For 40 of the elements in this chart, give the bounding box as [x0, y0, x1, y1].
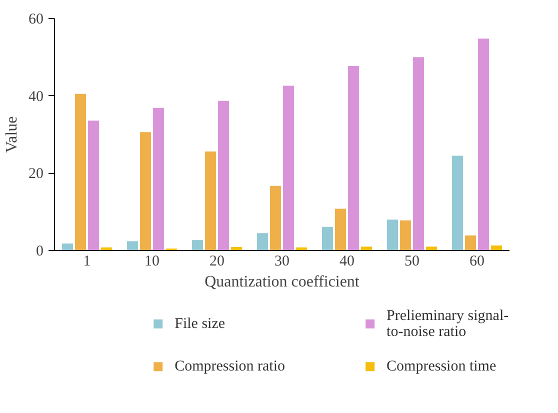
bar [62, 244, 74, 250]
x-tick-label: 10 [144, 254, 160, 270]
bar [360, 246, 372, 250]
bar [464, 235, 476, 250]
bar [348, 66, 360, 250]
bar [412, 57, 424, 250]
x-tick-label: 60 [470, 254, 484, 270]
bar [334, 208, 346, 250]
bar [140, 132, 152, 250]
bar [152, 108, 164, 250]
bar [204, 152, 216, 250]
legend-label: Compression time [386, 358, 496, 375]
legend-label: Compression ratio [174, 358, 286, 375]
y-axis-title: Value [4, 116, 20, 153]
legend-label: File size [174, 316, 226, 332]
bar [256, 233, 268, 250]
bar [400, 220, 412, 250]
x-tick-label: 50 [404, 254, 420, 270]
bar [386, 220, 398, 250]
legend-label: Prelieminary signal-to-noise ratio [386, 308, 509, 340]
y-tick-label: 20 [28, 166, 44, 182]
bar [452, 156, 464, 250]
bar [322, 226, 334, 250]
bar [88, 120, 100, 250]
bar [270, 186, 282, 250]
bar [282, 86, 294, 250]
y-tick-label: 40 [28, 88, 44, 105]
bar [478, 38, 490, 250]
x-tick-label: 30 [274, 254, 290, 270]
bar [126, 241, 138, 250]
y-tick-label: 60 [28, 12, 44, 28]
x-tick-label: 40 [340, 254, 354, 270]
x-axis-title: Quantization coefficient [204, 274, 360, 290]
bar [74, 94, 86, 250]
bar [218, 100, 230, 250]
x-tick-label: 20 [210, 254, 224, 270]
bar [192, 240, 204, 250]
y-tick-label: 0 [36, 244, 44, 260]
bar [426, 246, 438, 250]
x-tick-label: 1 [83, 254, 91, 270]
